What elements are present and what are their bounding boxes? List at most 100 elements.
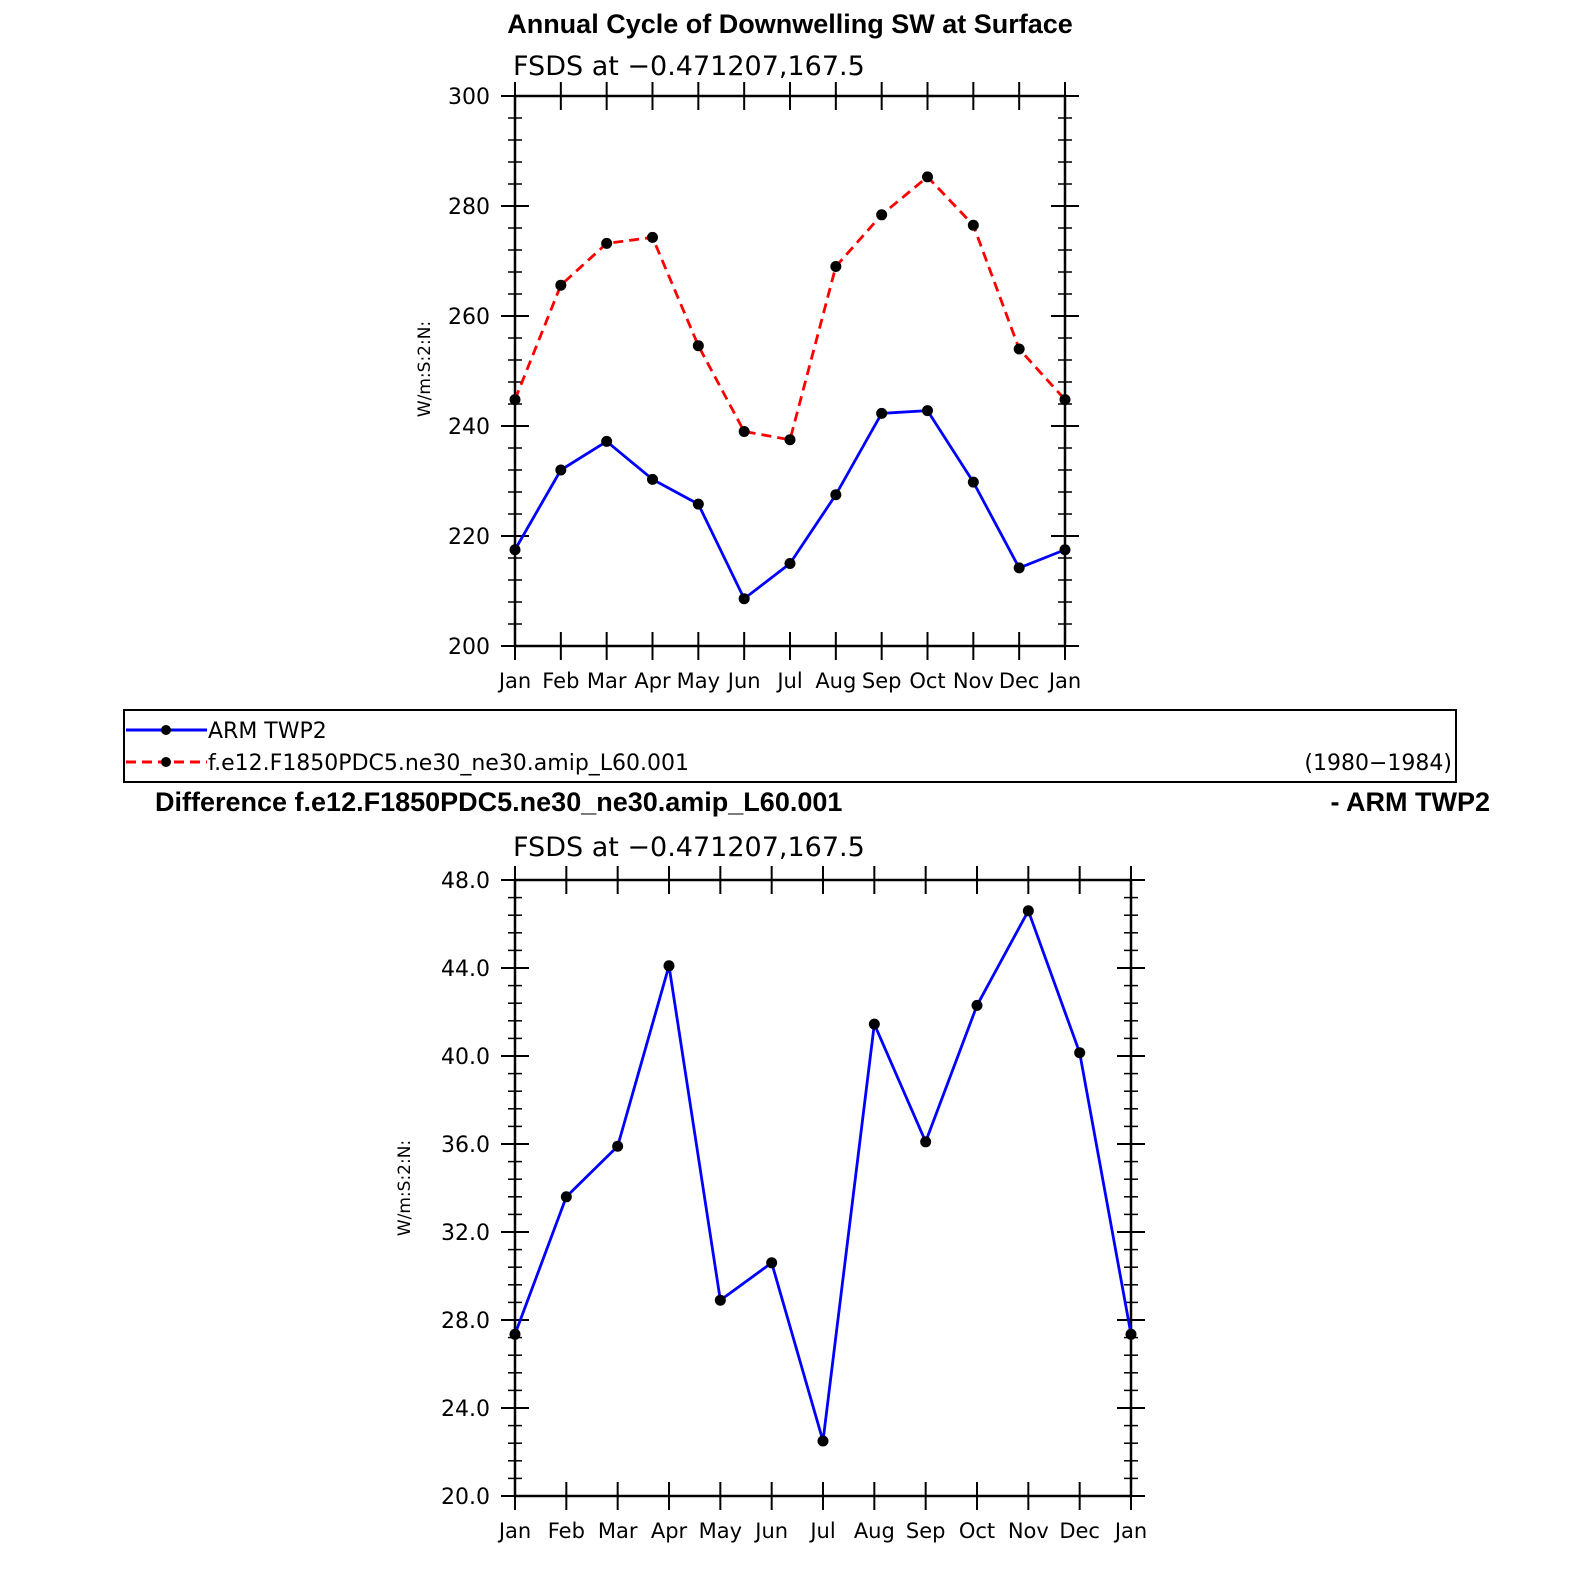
c1-ytick-label: 220 — [448, 525, 490, 550]
c2-series-0-point — [663, 960, 675, 972]
c1-series-0-point — [830, 489, 842, 501]
c1-xtick-label: Aug — [815, 669, 856, 693]
c2-series-0-point — [920, 1136, 932, 1148]
c2-ytick-label: 48.0 — [441, 869, 490, 894]
c2-series-0-point — [1074, 1047, 1086, 1059]
c1-series-0-point — [967, 476, 979, 488]
c1-series-1-point — [555, 279, 567, 291]
c1-series-1-point — [647, 231, 658, 243]
c2-xtick-label: Jan — [497, 1519, 531, 1543]
c1-xtick-label: Jan — [497, 669, 531, 693]
c2-xtick-label: Aug — [854, 1519, 895, 1543]
legend-marker-arm — [161, 725, 171, 735]
c1-series-1-point — [967, 219, 979, 231]
chart2-plot-frame — [513, 878, 1133, 1498]
c1-series-0-point — [1013, 562, 1025, 574]
legend-box — [123, 709, 1457, 783]
c1-series-1-point — [876, 209, 888, 221]
c1-series-0-point — [601, 435, 613, 447]
c1-series-1-point — [509, 394, 521, 406]
chart1-ytick-labels: 200 220 240 260 280 300 — [448, 85, 490, 660]
c2-series-0-point — [714, 1294, 726, 1306]
c1-ytick-label: 240 — [448, 415, 490, 440]
legend-period: (1980−1984) — [1304, 751, 1452, 776]
c2-xtick-label: Mar — [598, 1519, 638, 1543]
c1-xtick-label: Feb — [542, 669, 579, 693]
c1-xtick-label: Apr — [634, 669, 671, 693]
chart2-ticks — [501, 866, 1145, 1510]
c2-ytick-label: 28.0 — [441, 1309, 490, 1334]
c2-series-0-point — [1125, 1328, 1137, 1340]
c1-series-0-point — [876, 407, 888, 419]
c2-xtick-label: Apr — [651, 1519, 688, 1543]
c2-series-0-point — [1022, 905, 1034, 917]
c1-series-0-point — [555, 464, 567, 476]
c1-xtick-label: Jan — [1047, 669, 1081, 693]
chart1-series — [509, 171, 1071, 605]
c1-xtick-label: Sep — [862, 669, 902, 693]
c2-series-0-point — [560, 1191, 572, 1203]
c2-ytick-label: 40.0 — [441, 1045, 490, 1070]
c2-xtick-label: Jun — [753, 1519, 788, 1543]
chart1-subtitle: FSDS at −0.471207,167.5 — [513, 51, 865, 82]
c2-series-0-point — [509, 1328, 521, 1340]
c1-xtick-label: Mar — [587, 669, 627, 693]
c1-series-0-point — [784, 558, 796, 569]
c1-series-0-point — [922, 405, 933, 417]
c2-xtick-label: May — [699, 1519, 742, 1543]
c1-series-1-point — [1013, 343, 1025, 355]
c2-series-0-point — [868, 1018, 880, 1030]
c1-series-0-point — [692, 498, 704, 510]
c1-series-0-point — [738, 593, 750, 605]
c2-series-0-point — [971, 999, 983, 1011]
c1-xtick-label: Jun — [726, 669, 761, 693]
c2-xtick-label: Oct — [959, 1519, 995, 1543]
chart2-title-left: Difference f.e12.F1850PDC5.ne30_ne30.ami… — [155, 787, 842, 817]
chart2-title-right: - ARM TWP2 — [1331, 787, 1490, 817]
difference-chart: Difference f.e12.F1850PDC5.ne30_ne30.ami… — [155, 787, 1490, 1543]
chart2-ytick-labels: 20.0 24.0 28.0 32.0 36.0 40.0 44.0 48.0 — [441, 869, 490, 1510]
c2-series-line-0 — [513, 909, 1133, 1443]
c1-series-1-point — [692, 340, 704, 352]
c1-ytick-label: 200 — [448, 635, 490, 660]
c1-ytick-label: 260 — [448, 305, 490, 330]
c2-xtick-label: Jul — [808, 1519, 835, 1543]
c2-series-0-point — [766, 1257, 778, 1269]
c1-ytick-label: 280 — [448, 195, 490, 220]
c2-xtick-label: Nov — [1008, 1519, 1049, 1543]
chart2-subtitle: FSDS at −0.471207,167.5 — [513, 832, 865, 863]
c2-series-0-point — [612, 1140, 624, 1152]
chart1-xtick-labels: Jan Feb Mar Apr May Jun Jul Aug Sep Oct Nov Dec Jan — [497, 669, 1081, 693]
c2-xtick-label: Feb — [548, 1519, 585, 1543]
c1-xtick-label: May — [677, 669, 720, 693]
c1-series-1-point — [738, 426, 750, 437]
c2-xtick-label: Jan — [1113, 1519, 1147, 1543]
c2-ytick-label: 20.0 — [441, 1485, 490, 1510]
c1-ytick-label: 300 — [448, 85, 490, 110]
c2-series-0-point — [817, 1435, 829, 1447]
legend-marker-model — [161, 757, 171, 767]
c2-xtick-label: Sep — [906, 1519, 946, 1543]
c1-series-line-1 — [513, 175, 1067, 442]
c2-ytick-label: 36.0 — [441, 1133, 490, 1158]
c2-ytick-label: 24.0 — [441, 1397, 490, 1422]
c2-ytick-label: 32.0 — [441, 1221, 490, 1246]
annual-cycle-chart: Annual Cycle of Downwelling SW at Surfac… — [415, 9, 1081, 693]
c1-xtick-label: Oct — [909, 669, 945, 693]
c2-xtick-label: Dec — [1059, 1519, 1100, 1543]
legend: ARM TWP2 f.e12.F1850PDC5.ne30_ne30.amip_… — [123, 709, 1457, 783]
c1-series-1-point — [601, 237, 613, 249]
chart1-ticks — [501, 82, 1079, 660]
c1-series-1-point — [784, 434, 796, 446]
c1-series-0-point — [1059, 544, 1071, 556]
chart2-ylabel: W/m:S:2:N: — [395, 1140, 415, 1236]
c2-ytick-label: 44.0 — [441, 957, 490, 982]
c1-xtick-label: Dec — [999, 669, 1040, 693]
c1-series-1-point — [830, 261, 842, 272]
c1-xtick-label: Nov — [953, 669, 994, 693]
c1-series-0-point — [647, 473, 658, 485]
c1-series-0-point — [509, 544, 521, 556]
c1-series-1-point — [1059, 394, 1071, 406]
c1-xtick-label: Jul — [775, 669, 802, 693]
